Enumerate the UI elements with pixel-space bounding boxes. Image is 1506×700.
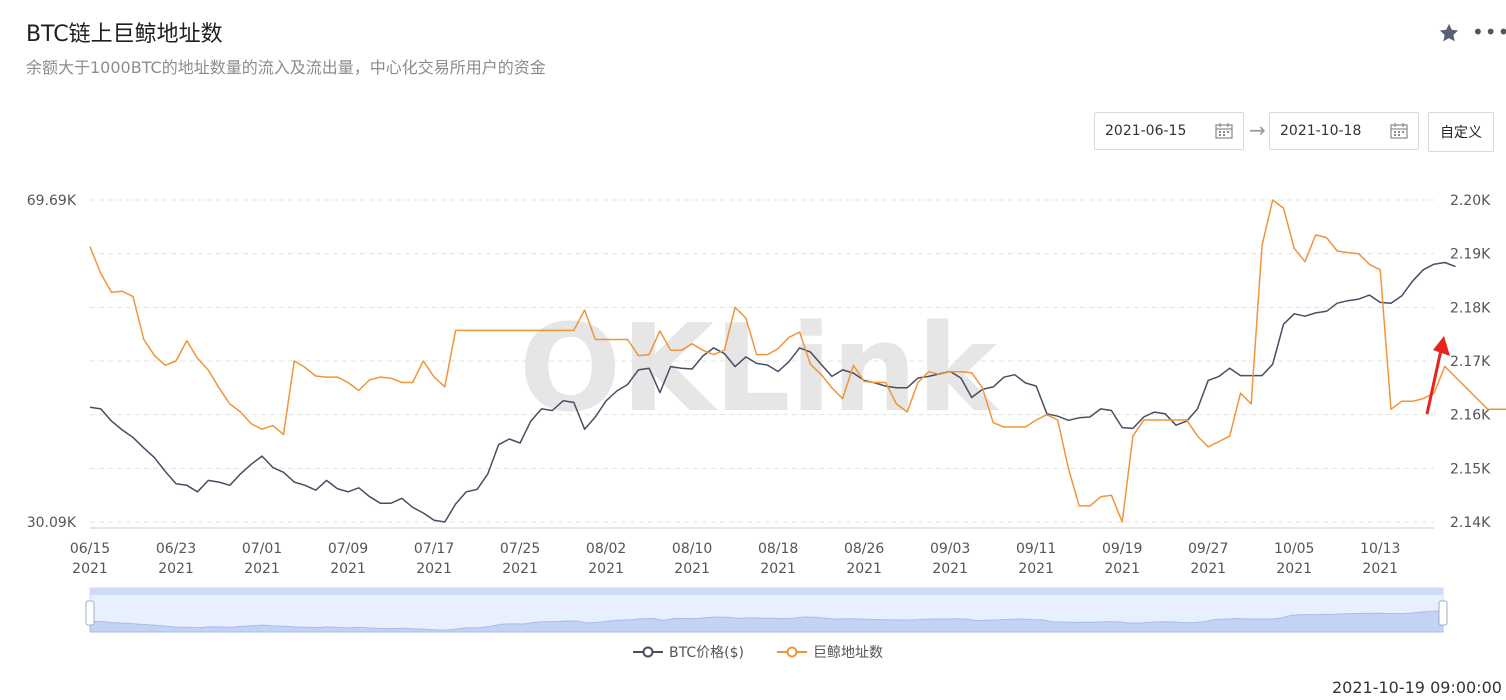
y-right-tick-label: 2.15K (1450, 461, 1491, 477)
x-tick-label: 07/01 2021 (242, 541, 282, 577)
x-tick-label: 07/17 2021 (414, 541, 454, 577)
x-tick-label: 09/11 2021 (1016, 541, 1056, 577)
watermark: OKLink (519, 300, 1000, 439)
x-tick-label: 07/09 2021 (328, 541, 368, 577)
calendar-icon (1390, 123, 1408, 139)
y-right-tick-label: 2.17K (1450, 354, 1491, 370)
x-tick-label: 08/10 2021 (672, 541, 712, 577)
star-icon[interactable] (1438, 22, 1460, 44)
x-tick-label: 07/25 2021 (500, 541, 540, 577)
y-left-tick-label: 30.09K (27, 515, 77, 531)
legend-whale-marker (777, 646, 807, 658)
y-right-tick-label: 2.20K (1450, 193, 1491, 209)
legend-btc-marker (633, 646, 663, 658)
x-tick-label: 08/02 2021 (586, 541, 626, 577)
annotation-arrow (1425, 349, 1443, 415)
annotation-arrowhead (1433, 336, 1450, 356)
arrow-right-icon: → (1249, 118, 1266, 142)
legend-btc-label: BTC价格($) (669, 645, 744, 661)
x-tick-label: 06/15 2021 (70, 541, 110, 577)
y-right-tick-label: 2.18K (1450, 300, 1491, 316)
zoom-slider-handle-left (85, 600, 95, 626)
zoom-slider-handle-right (1438, 600, 1448, 626)
y-left-tick-label: 69.69K (27, 193, 77, 209)
legend-whale-label: 巨鲸地址数 (813, 645, 883, 661)
x-tick-label: 08/26 2021 (844, 541, 884, 577)
series-line-whale (89, 199, 1506, 523)
update-timestamp: 2021-10-19 09:00:00 (1332, 678, 1502, 697)
x-tick-label: 06/23 2021 (156, 541, 196, 577)
y-right-tick-label: 2.19K (1450, 247, 1491, 263)
start-date-value: 2021-06-15 (1105, 123, 1187, 139)
calendar-icon (1215, 123, 1233, 139)
x-tick-label: 09/03 2021 (930, 541, 970, 577)
x-tick-label: 08/18 2021 (758, 541, 798, 577)
x-tick-label: 10/13 2021 (1360, 541, 1400, 577)
page-title: BTC链上巨鲸地址数 (26, 22, 223, 47)
y-right-tick-label: 2.16K (1450, 408, 1491, 424)
x-tick-label: 10/05 2021 (1274, 541, 1314, 577)
zoom-slider-preview (89, 610, 1444, 633)
legend-item-whale[interactable]: 巨鲸地址数 (777, 642, 883, 662)
legend-item-btc[interactable]: BTC价格($) (633, 642, 744, 662)
zoom-slider-bar (90, 588, 1443, 595)
page-subtitle: 余额大于1000BTC的地址数量的流入及流出量，中心化交易所用户的资金 (26, 58, 546, 77)
series-line-btc (89, 261, 1456, 523)
x-tick-label: 09/27 2021 (1188, 541, 1228, 577)
x-tick-label: 09/19 2021 (1102, 541, 1142, 577)
end-date-picker[interactable]: 2021-10-18 (1269, 112, 1419, 150)
more-menu-icon[interactable]: ••• (1472, 20, 1506, 44)
y-right-tick-label: 2.14K (1450, 515, 1491, 531)
start-date-picker[interactable]: 2021-06-15 (1094, 112, 1244, 150)
end-date-value: 2021-10-18 (1280, 123, 1362, 139)
custom-range-button[interactable]: 自定义 (1428, 112, 1494, 152)
